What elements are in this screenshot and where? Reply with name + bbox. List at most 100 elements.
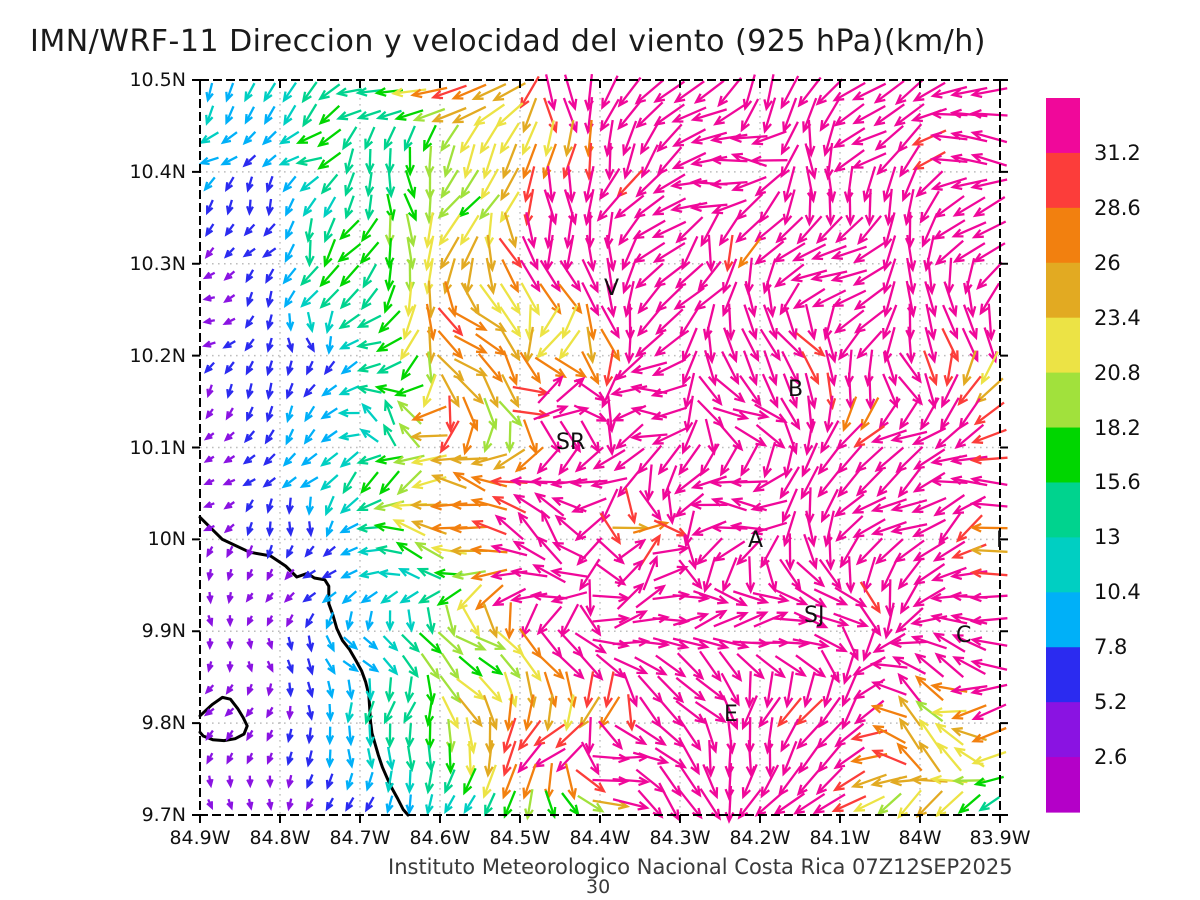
- wind-arrow: [599, 512, 622, 545]
- wind-arrow: [286, 337, 294, 354]
- wind-arrow: [306, 360, 314, 376]
- wind-arrow: [969, 568, 1008, 579]
- wind-arrow: [436, 354, 465, 382]
- wind-arrow: [318, 104, 341, 126]
- wind-arrow: [246, 291, 254, 308]
- wind-arrow: [223, 455, 236, 464]
- wind-arrow: [261, 247, 277, 258]
- wind-arrow: [320, 430, 338, 443]
- wind-arrow: [204, 246, 215, 260]
- wind-arrow: [779, 558, 802, 591]
- wind-arrow: [404, 169, 417, 200]
- wind-arrow: [385, 770, 395, 794]
- wind-arrow: [224, 223, 235, 237]
- wind-arrow: [365, 771, 374, 792]
- wind-arrow: [718, 651, 743, 682]
- wind-arrow: [226, 798, 234, 811]
- wind-arrow: [926, 257, 936, 296]
- wind-arrow: [411, 405, 447, 422]
- wind-arrow: [971, 703, 1007, 720]
- wind-arrow: [484, 740, 494, 778]
- wind-arrow: [383, 126, 397, 151]
- wind-arrow: [873, 103, 905, 127]
- wind-arrow: [405, 146, 415, 177]
- wind-arrow: [921, 212, 939, 248]
- wind-arrow: [246, 638, 254, 650]
- wind-arrow: [300, 289, 319, 308]
- wind-arrow: [795, 332, 826, 357]
- wind-arrow: [970, 87, 1008, 99]
- wind-arrow: [717, 77, 742, 108]
- wind-arrow: [980, 351, 999, 386]
- wind-arrow: [502, 740, 517, 777]
- wind-arrow: [897, 467, 922, 499]
- wind-arrow: [709, 155, 748, 165]
- wind-arrow: [444, 769, 456, 795]
- wind-arrow: [695, 537, 723, 566]
- colorbar-tick-label: 13: [1094, 525, 1121, 550]
- wind-arrow: [721, 350, 740, 386]
- wind-arrow: [325, 520, 334, 538]
- map-label-i: I: [996, 528, 1003, 554]
- wind-arrow: [385, 170, 396, 199]
- wind-arrow: [326, 680, 335, 700]
- wind-arrow: [459, 122, 480, 154]
- wind-arrow: [489, 476, 528, 487]
- wind-arrow: [737, 788, 762, 820]
- wind-arrow: [670, 201, 708, 213]
- wind-arrow: [750, 521, 788, 536]
- wind-arrow: [733, 611, 769, 628]
- wind-arrow: [617, 559, 645, 588]
- wind-arrow: [400, 354, 419, 381]
- wind-arrow: [671, 106, 707, 123]
- wind-arrow: [635, 262, 664, 289]
- wind-arrow: [522, 763, 537, 800]
- wind-arrow: [796, 561, 826, 588]
- wind-arrow: [969, 522, 1008, 533]
- wind-arrow: [854, 699, 885, 725]
- wind-arrow: [491, 587, 527, 607]
- wind-arrow: [266, 683, 274, 697]
- wind-arrow: [266, 729, 274, 742]
- wind-arrow: [504, 694, 514, 732]
- wind-arrow: [224, 361, 235, 375]
- x-tick-label: 84.8W: [249, 827, 311, 849]
- wind-arrow: [285, 220, 295, 241]
- wind-arrow: [613, 657, 649, 675]
- wind-arrow: [401, 654, 419, 679]
- wind-arrow: [534, 356, 568, 379]
- wind-arrow: [744, 280, 758, 318]
- wind-arrow: [343, 636, 359, 651]
- wind-arrow: [245, 176, 254, 193]
- wind-arrow: [581, 281, 600, 317]
- wind-arrow: [722, 258, 738, 295]
- wind-arrow: [345, 702, 354, 724]
- wind-arrow: [833, 612, 870, 628]
- wind-arrow: [384, 261, 395, 292]
- wind-arrow: [345, 772, 354, 791]
- wind-arrow: [266, 798, 274, 812]
- wind-arrow: [617, 76, 642, 108]
- wind-arrow: [245, 269, 255, 284]
- wind-arrow: [852, 265, 886, 286]
- wind-arrow: [650, 406, 688, 421]
- wind-arrow: [306, 681, 315, 699]
- wind-arrow: [725, 303, 736, 342]
- wind-arrow: [358, 569, 380, 579]
- wind-arrow: [226, 383, 234, 399]
- wind-arrow: [365, 148, 375, 175]
- wind-arrow: [306, 704, 315, 721]
- wind-arrow: [596, 192, 623, 222]
- wind-arrow: [306, 521, 315, 538]
- wind-arrow: [302, 569, 317, 579]
- wind-arrow: [857, 215, 882, 245]
- map-label-b: B: [788, 376, 804, 402]
- wind-arrow: [395, 541, 423, 560]
- wind-arrow: [937, 742, 962, 772]
- wind-arrow: [780, 121, 799, 156]
- wind-arrow: [437, 307, 464, 337]
- wind-arrow: [876, 792, 902, 816]
- wind-arrow: [719, 443, 740, 477]
- wind-arrow: [690, 475, 727, 490]
- wind-arrow: [556, 652, 585, 680]
